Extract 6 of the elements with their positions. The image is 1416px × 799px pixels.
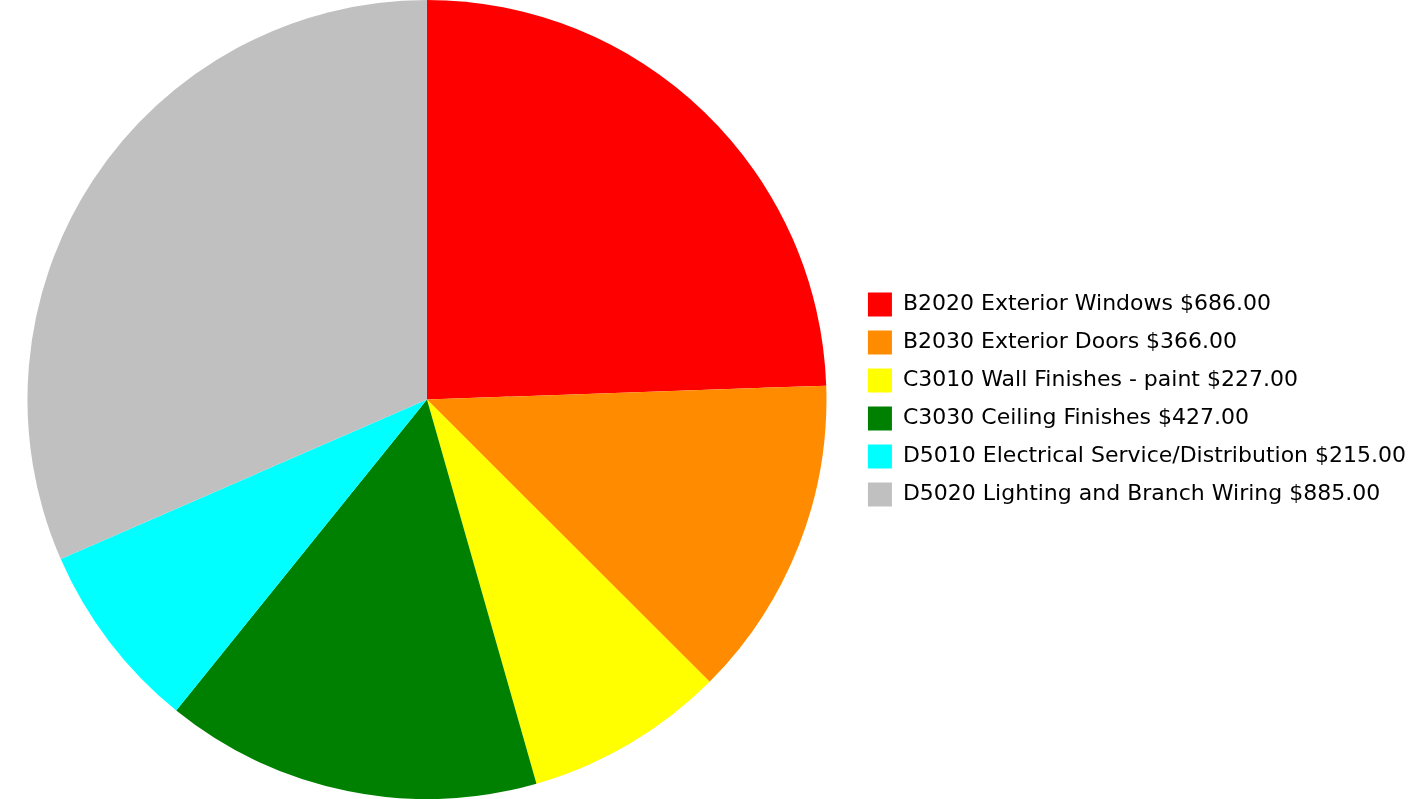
- legend-label: B2020 Exterior Windows $686.00: [902, 290, 1271, 316]
- legend-label: C3010 Wall Finishes - paint $227.00: [902, 366, 1298, 392]
- legend-label: B2030 Exterior Doors $366.00: [902, 328, 1238, 354]
- legend-label: C3030 Ceiling Finishes $427.00: [902, 404, 1250, 430]
- legend-label: D5020 Lighting and Branch Wiring $885.00: [902, 480, 1381, 506]
- legend-label: D5010 Electrical Service/Distribution $215.00: [902, 442, 1407, 468]
